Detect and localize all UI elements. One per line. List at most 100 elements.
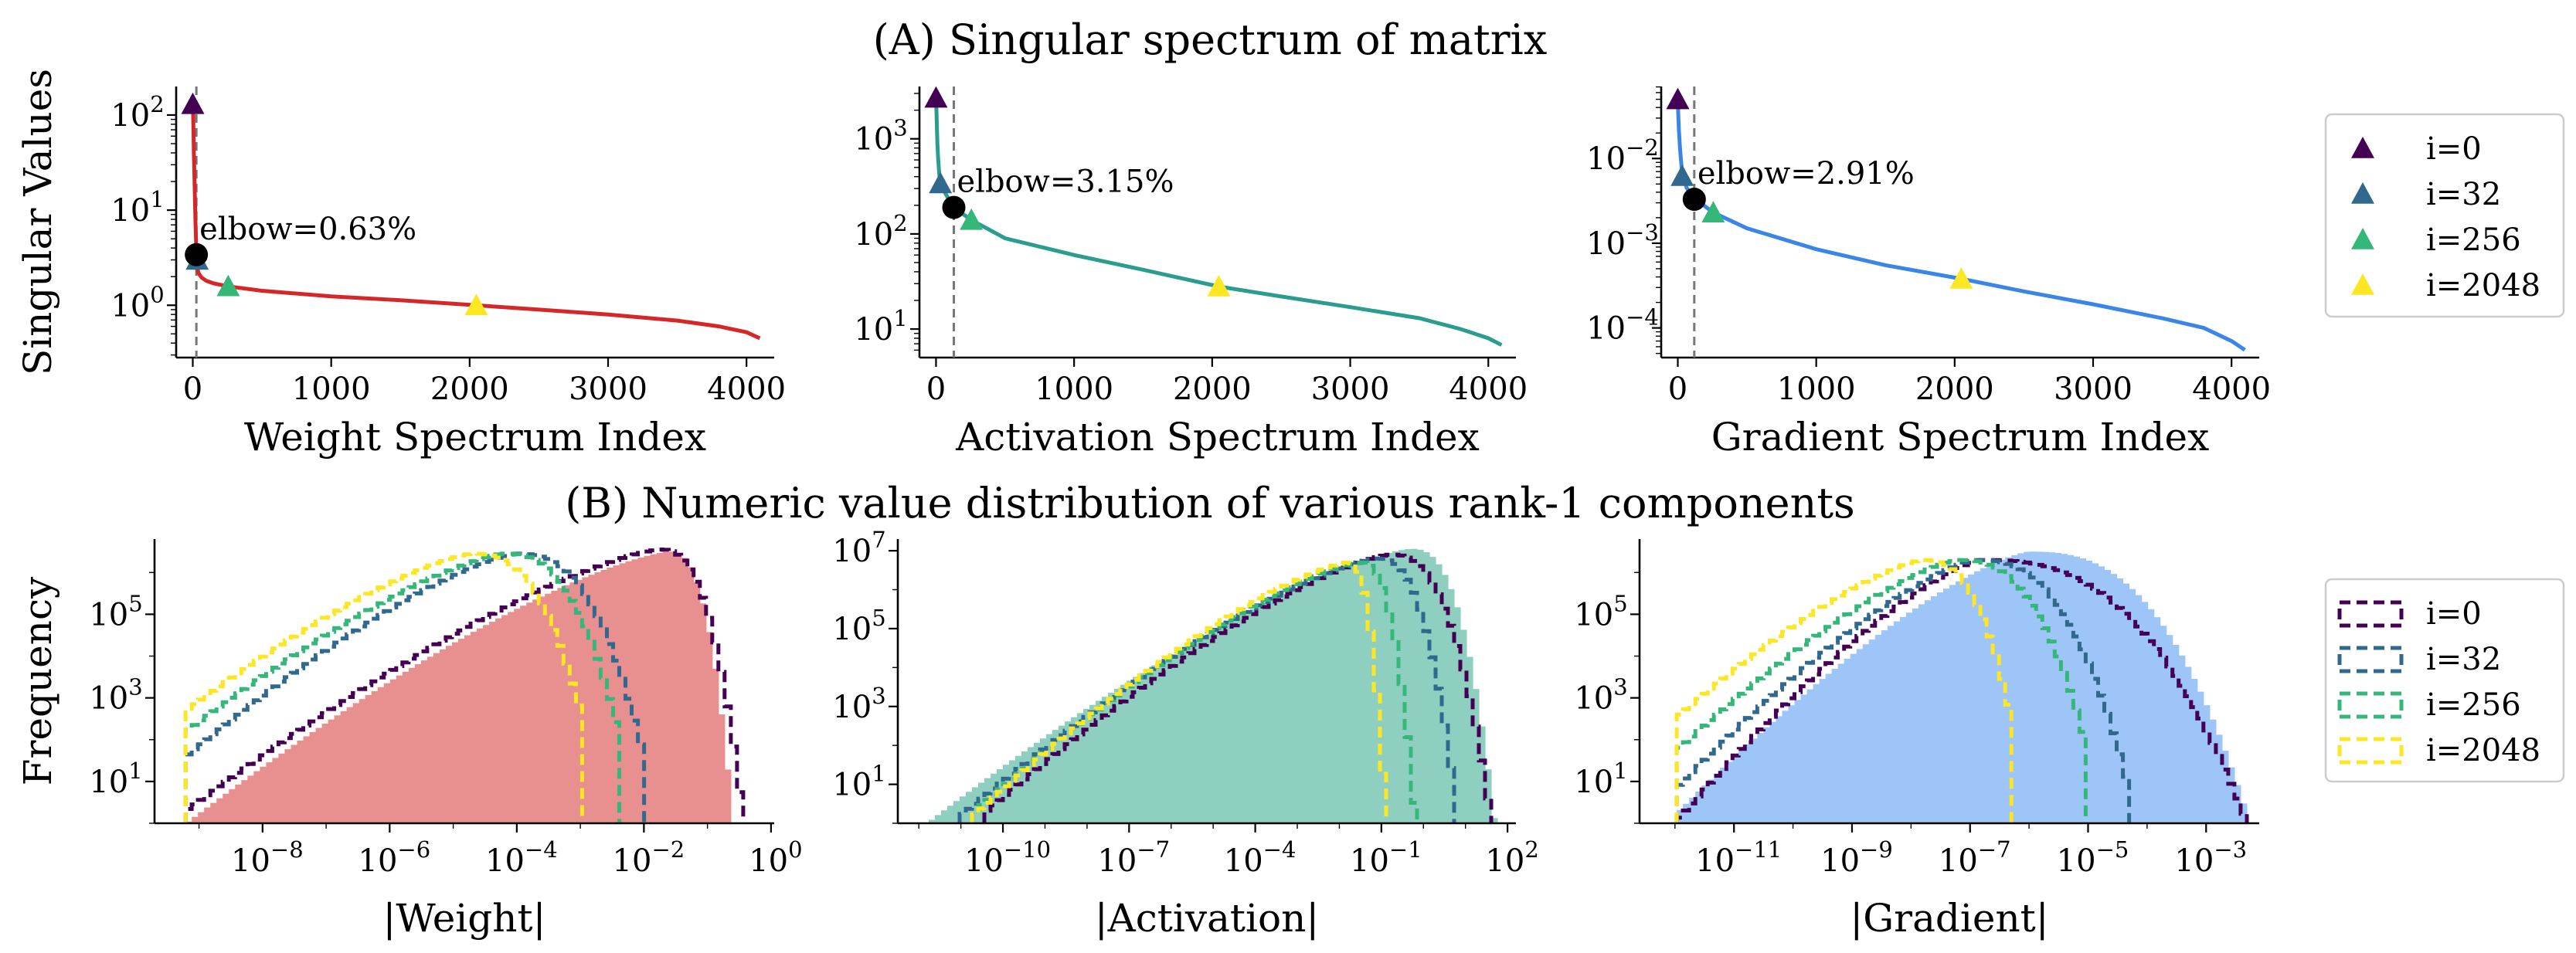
marker-i-256 (960, 208, 984, 230)
histogram-bar (1429, 557, 1436, 823)
legend-a-marker (2351, 273, 2374, 295)
x-tick-label-exp: 2 (1524, 836, 1538, 863)
legend-b-label: i=0 (2426, 596, 2482, 632)
histogram-bar (1776, 716, 1783, 823)
histogram-bar (1102, 697, 1109, 823)
marker-i-256 (1701, 201, 1725, 222)
x-tick-label: 10−4 (1224, 836, 1296, 879)
x-tick-label-base: 10 (359, 843, 398, 879)
histogram-bar (526, 602, 533, 823)
y-tick-label-exp: −2 (1626, 134, 1659, 161)
y-tick-label-exp: 0 (150, 281, 164, 307)
legend-b: i=0 i=32 i=256 i=2048 (2324, 578, 2565, 783)
y-tick-label-exp: 7 (872, 527, 885, 553)
x-tick-label: 0 (1668, 371, 1687, 407)
histogram-bar (1436, 564, 1443, 823)
histogram-bar (935, 815, 942, 823)
histogram-bar (520, 605, 527, 823)
x-tick-label-base: 10 (1224, 843, 1263, 879)
histogram-bar (2203, 705, 2211, 823)
x-tick-label-exp: −5 (2096, 836, 2129, 863)
x-tick-label: 1000 (1777, 371, 1856, 407)
histogram-bar (1819, 679, 1827, 823)
histogram-bar (650, 554, 658, 823)
histogram-bar (2153, 617, 2161, 823)
x-tick-label: 10−11 (1695, 836, 1782, 879)
x-tick-label-exp: −4 (525, 836, 558, 863)
histogram-bar (2042, 551, 2049, 823)
step-outline-i-256 (183, 551, 621, 823)
y-tick-label: 100 (110, 281, 164, 324)
histogram-bar (1689, 797, 1696, 823)
elbow-point (185, 242, 209, 266)
histogram-bar (359, 699, 366, 823)
histogram-bar (551, 590, 558, 823)
marker-i-2048 (1207, 274, 1231, 297)
histogram-bar (1238, 616, 1245, 823)
step-outline-i-2048 (1674, 558, 2014, 823)
step-outline-i-2048 (183, 551, 584, 823)
histogram-bar (2092, 563, 2099, 823)
histogram-bar (1732, 755, 1739, 823)
histogram-bar (576, 579, 583, 823)
histogram-bar (1491, 818, 1498, 823)
histogram-bar (1059, 725, 1065, 823)
histogram-bar (464, 635, 471, 823)
histogram-bar (284, 749, 292, 823)
histogram-bar (619, 563, 627, 823)
filled-histogram (929, 548, 1498, 823)
x-axis-label: Weight Spectrum Index (244, 415, 706, 460)
histogram-bar (501, 615, 508, 823)
histogram-bar (1899, 616, 1907, 823)
histogram-bar (594, 572, 602, 823)
histogram-bar (1374, 556, 1381, 823)
x-tick-label-exp: −2 (651, 836, 685, 863)
y-tick-label: 101 (1574, 758, 1627, 800)
histogram-bar (2221, 750, 2229, 823)
histogram-bar (1448, 588, 1455, 823)
x-tick-label: 0 (926, 371, 946, 407)
histogram-bar (557, 588, 564, 823)
histogram-bar (1127, 680, 1133, 823)
histogram-bar (2110, 574, 2118, 823)
y-tick-label-base: 10 (110, 193, 150, 229)
histogram-bar (681, 558, 688, 823)
y-tick-label-base: 10 (110, 98, 150, 134)
histogram-bar (1806, 689, 1814, 823)
histogram-bar (1089, 704, 1096, 823)
histogram-bar (508, 612, 515, 823)
legend-a-label: i=2048 (2426, 268, 2540, 304)
histogram-bar (1974, 571, 1981, 823)
histogram-bar (2178, 655, 2186, 823)
histogram-bar (334, 715, 342, 823)
histogram-bar (2184, 666, 2192, 823)
histogram-bar (1949, 585, 1956, 823)
histogram-bar (1968, 574, 1975, 823)
histogram-bar (1083, 708, 1090, 823)
histogram-bar (1065, 721, 1072, 823)
legend-a: i=0 i=32 i=256 i=2048 (2324, 113, 2565, 318)
y-tick-label-base: 10 (89, 597, 128, 633)
histogram-bar (272, 758, 279, 823)
histogram-bar (340, 711, 348, 823)
histogram-bar (613, 565, 620, 823)
histogram-bar (1850, 653, 1857, 823)
x-tick-label-exp: −11 (1735, 836, 1782, 863)
title-b: (B) Numeric value distribution of variou… (565, 479, 1855, 527)
histogram-bar (1009, 760, 1016, 823)
histogram-bar (1720, 768, 1727, 823)
histogram-bar (1924, 600, 1932, 823)
x-tick-label-base: 10 (1695, 843, 1735, 879)
histogram-bar (600, 569, 608, 823)
elbow-label: elbow=2.91% (1698, 156, 1915, 192)
histogram-bar (1825, 673, 1833, 823)
legend-a-label: i=256 (2426, 222, 2521, 258)
histogram-bar (588, 575, 596, 823)
histogram-bar (315, 727, 323, 823)
histogram-bar (1244, 612, 1251, 823)
histogram-bar (1782, 711, 1789, 823)
histogram-bar (216, 798, 223, 823)
elbow-label: elbow=0.63% (199, 212, 416, 247)
y-tick-label-exp: 1 (128, 758, 142, 784)
histogram-bar (1986, 565, 1993, 823)
